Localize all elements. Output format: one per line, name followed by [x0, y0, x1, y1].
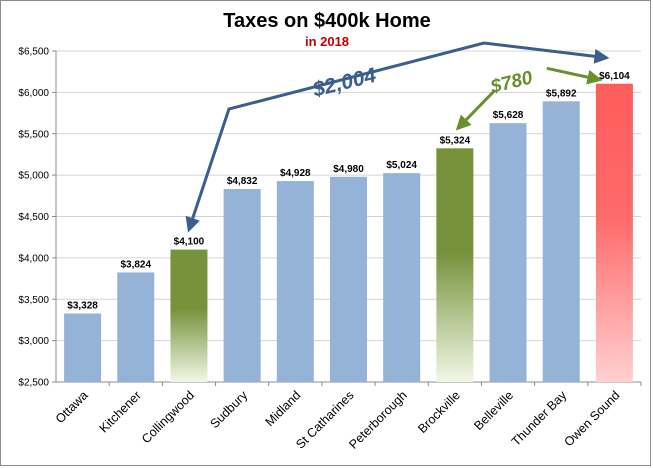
data-label: $4,832: [227, 176, 258, 187]
y-tick-label: $5,000: [18, 171, 49, 182]
x-tick-label: Kitchener: [97, 388, 144, 435]
y-tick-label: $4,000: [18, 253, 49, 264]
data-label: $5,892: [546, 88, 577, 99]
y-tick-label: $5,500: [18, 129, 49, 140]
y-tick-label: $3,000: [18, 336, 49, 347]
data-label: $5,024: [386, 160, 417, 171]
bar-midland: [276, 181, 314, 382]
x-tick-label: Brockville: [415, 388, 463, 436]
data-label: $3,824: [120, 259, 151, 270]
y-tick-label: $2,500: [18, 378, 49, 389]
x-tick-label: Sudbury: [207, 388, 250, 431]
x-tick-label: Midland: [263, 388, 304, 429]
x-tick-label: Belleville: [471, 388, 516, 433]
y-tick-label: $6,000: [18, 88, 49, 99]
difference-label-blue: $2,004: [310, 64, 379, 102]
x-tick-label: Ottawa: [53, 388, 91, 426]
difference-arrow-green-left: [455, 89, 496, 131]
bar-st-catharines: [330, 176, 367, 382]
bar-thunder-bay: [542, 101, 580, 382]
data-label: $5,324: [440, 135, 471, 146]
difference-label-green: $780: [488, 67, 535, 98]
data-label: $4,928: [280, 168, 311, 179]
difference-arrow-green-right: [546, 66, 603, 85]
bar-brockville: [436, 148, 474, 382]
bar-ottawa: [64, 313, 102, 382]
data-label: $4,100: [174, 237, 205, 248]
difference-arrow-blue: [185, 41, 610, 233]
y-tick-label: $6,500: [18, 47, 49, 58]
bars: [64, 83, 633, 383]
data-label: $6,104: [599, 71, 630, 82]
x-tick-label: Owen Sound: [562, 388, 623, 449]
y-tick-label: $4,500: [18, 212, 49, 223]
data-label: $5,628: [493, 110, 524, 121]
chart-subtitle: in 2018: [305, 34, 349, 49]
chart-title: Taxes on $400k Home: [223, 10, 431, 32]
bar-peterborough: [383, 173, 421, 382]
data-label: $4,980: [333, 164, 364, 175]
bar-kitchener: [117, 272, 155, 382]
bar-sudbury: [223, 189, 261, 382]
bar-belleville: [489, 123, 527, 383]
x-tick-label: Collingwood: [139, 388, 197, 446]
bar-owen-sound: [595, 83, 633, 383]
bar-collingwood: [170, 249, 208, 382]
data-label: $3,328: [67, 300, 98, 311]
y-tick-label: $3,500: [18, 295, 49, 306]
